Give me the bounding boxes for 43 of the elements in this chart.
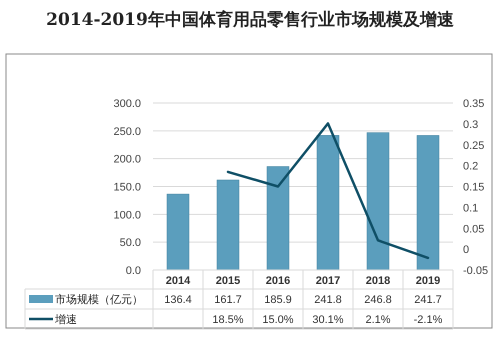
legend-label: 市场规模（亿元） [55,293,143,306]
y-tick-label: 50.0 [120,237,141,250]
data-label: 161.7 [214,294,242,306]
x-tick-label: 2017 [316,275,340,287]
x-tick-label: 2018 [366,275,390,287]
data-label: 18.5% [212,314,244,326]
y2-tick-label: 0.25 [463,140,484,152]
data-label: 136.4 [164,294,192,306]
data-label: 15.0% [262,314,294,326]
y-tick-label: 200.0 [113,154,141,166]
y2-tick-label: -0.05 [463,265,488,277]
y2-tick-label: 0.35 [463,98,484,110]
y2-tick-label: 0.05 [463,223,484,236]
y2-tick-label: 0.15 [463,182,484,194]
bar [366,132,390,270]
y2-tick-label: 0.3 [463,118,478,131]
data-label: 30.1% [312,314,344,326]
x-tick-label: 2019 [416,275,440,287]
y2-tick-label: 0.2 [463,160,478,173]
y-tick-label: 0.0 [126,265,141,277]
y-tick-label: 250.0 [113,126,141,138]
data-label: -2.1% [414,314,443,326]
data-label: 185.9 [264,294,292,306]
data-label: 241.7 [414,294,442,306]
bar [416,135,440,270]
chart-title: 2014-2019年中国体育用品零售行业市场规模及增速 [45,9,455,32]
data-label: 241.8 [314,294,342,306]
bar [266,166,290,270]
y-tick-label: 100.0 [113,209,141,222]
bar [216,180,240,270]
x-tick-label: 2015 [216,275,240,287]
data-label: 246.8 [364,294,392,306]
bar [316,135,340,270]
y-tick-label: 150.0 [113,182,141,194]
y-tick-label: 300.0 [113,98,141,110]
data-label: 2.1% [365,314,391,326]
line-series [226,122,430,260]
x-tick-label: 2016 [266,275,290,287]
y2-tick-label: 0.1 [463,202,478,214]
y2-tick-label: 0 [463,244,470,256]
legend-label: 增速 [54,313,77,326]
bar [166,194,190,270]
x-tick-label: 2014 [166,275,192,287]
